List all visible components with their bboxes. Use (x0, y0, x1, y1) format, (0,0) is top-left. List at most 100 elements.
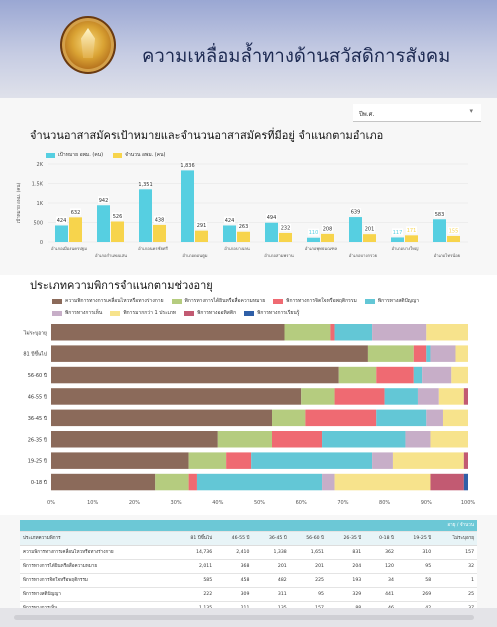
stacked-segment[interactable] (338, 366, 377, 384)
table-column-header[interactable]: 0-18 ปี (364, 531, 397, 546)
data-label-bg (182, 161, 193, 169)
stacked-segment[interactable] (430, 473, 464, 491)
table-cell: 585 (171, 573, 216, 588)
stacked-segment[interactable] (51, 345, 368, 362)
stacked-segment[interactable] (51, 452, 189, 469)
bar-target[interactable] (265, 222, 278, 242)
table-column-header[interactable]: 26-35 ปี (326, 531, 365, 546)
stacked-segment[interactable] (426, 345, 431, 362)
stacked-segment[interactable] (217, 431, 273, 448)
bar-target[interactable] (55, 225, 68, 242)
bar-target[interactable] (307, 237, 320, 242)
stacked-segment[interactable] (51, 431, 218, 448)
legend-item[interactable]: พิการทางสติปัญญา (364, 297, 419, 305)
stacked-segment[interactable] (305, 409, 377, 427)
legend-item[interactable]: พิการทางออทิสติก (184, 309, 236, 317)
horizontal-scrollbar[interactable] (14, 615, 474, 620)
stacked-segment[interactable] (284, 324, 331, 341)
legend-label: พิการทางการได้ยินหรือสื่อความหมาย (184, 298, 266, 304)
stacked-segment[interactable] (188, 473, 197, 491)
bar-target[interactable] (433, 219, 446, 242)
stacked-segment[interactable] (413, 366, 423, 384)
bar-actual[interactable] (111, 221, 124, 242)
stacked-segment[interactable] (51, 366, 339, 384)
bar-actual[interactable] (153, 224, 166, 242)
stacked-segment[interactable] (272, 431, 323, 448)
legend-item[interactable]: พิการทางการได้ยินหรือสื่อความหมาย (171, 297, 266, 305)
stacked-segment[interactable] (430, 431, 468, 448)
table-column-header[interactable]: 56-60 ปี (289, 531, 327, 546)
stacked-segment[interactable] (51, 324, 285, 341)
stacked-segment[interactable] (322, 431, 406, 448)
stacked-segment[interactable] (463, 452, 468, 469)
stacked-segment[interactable] (438, 388, 464, 405)
stacked-segment[interactable] (51, 409, 273, 427)
data-label-bg (56, 216, 67, 224)
table-column-header[interactable]: 19-25 ปี (396, 531, 435, 546)
bar-actual[interactable] (321, 233, 334, 242)
x-tick-label: 30% (171, 500, 182, 506)
table-cell: 1 (434, 573, 477, 588)
bar-actual[interactable] (237, 231, 250, 242)
stacked-segment[interactable] (463, 473, 468, 491)
stacked-segment[interactable] (463, 388, 468, 405)
stacked-segment[interactable] (330, 324, 335, 341)
stacked-segment[interactable] (384, 388, 418, 405)
stacked-segment[interactable] (322, 473, 335, 491)
stacked-segment[interactable] (413, 345, 427, 362)
stacked-segment[interactable] (51, 473, 156, 491)
stacked-segment[interactable] (426, 409, 443, 427)
stacked-segment[interactable] (430, 345, 456, 362)
stacked-segment[interactable] (372, 324, 427, 341)
legend-item[interactable]: พิการทางการเรียนรู้ (244, 309, 299, 317)
stacked-segment[interactable] (376, 409, 427, 427)
stacked-segment[interactable] (455, 345, 468, 362)
stacked-segment[interactable] (426, 324, 468, 341)
stacked-segment[interactable] (405, 431, 431, 448)
bar-target[interactable] (391, 237, 404, 242)
stacked-segment[interactable] (417, 388, 439, 405)
stacked-segment[interactable] (334, 473, 431, 491)
bar-actual[interactable] (447, 235, 460, 242)
legend-swatch (364, 298, 375, 304)
bar-actual[interactable] (363, 234, 376, 242)
stacked-segment[interactable] (422, 366, 452, 384)
stacked-segment[interactable] (155, 473, 189, 491)
legend-item[interactable]: พิการทางการจิตใจหรือพฤติกรรม (273, 297, 357, 305)
table-column-header[interactable]: 81 ปีขึ้นไป (171, 531, 216, 546)
bar-target[interactable] (97, 205, 110, 242)
stacked-segment[interactable] (372, 452, 393, 469)
legend-item[interactable]: ความพิการทางการเคลื่อนไหวหรือทางร่างกาย (52, 297, 164, 305)
stacked-segment[interactable] (301, 388, 335, 405)
stacked-segment[interactable] (251, 452, 373, 469)
bar-actual[interactable] (279, 232, 292, 242)
table-column-header[interactable]: ประเภทความพิการ (20, 531, 172, 546)
bar-target[interactable] (181, 170, 194, 242)
bar-target[interactable] (223, 225, 236, 242)
x-tick-label: อำเภอดอนตูม (182, 253, 207, 259)
table-column-header[interactable]: ไม่ระบุอายุ (434, 531, 477, 546)
table-column-header[interactable]: 46-55 ปี (215, 531, 253, 546)
stacked-segment[interactable] (367, 345, 414, 362)
stacked-segment[interactable] (272, 409, 306, 427)
legend-item[interactable]: พิการทางการเห็น (52, 309, 102, 317)
stacked-segment[interactable] (442, 409, 468, 427)
stacked-segment[interactable] (188, 452, 227, 469)
year-filter-dropdown[interactable]: ปีพ.ศ. ▾ (353, 104, 481, 122)
stacked-segment[interactable] (376, 366, 414, 384)
bar-actual[interactable] (195, 230, 208, 242)
stacked-segment[interactable] (451, 366, 468, 384)
stacked-segment[interactable] (226, 452, 252, 469)
stacked-segment[interactable] (392, 452, 464, 469)
bar-target[interactable] (349, 217, 362, 242)
stacked-segment[interactable] (334, 388, 385, 405)
stacked-segment[interactable] (334, 324, 373, 341)
stacked-segment[interactable] (196, 473, 323, 491)
stacked-segment[interactable] (51, 388, 302, 405)
table-cell: 225 (289, 573, 327, 588)
table-column-header[interactable]: 36-45 ปี (252, 531, 290, 546)
bar-actual[interactable] (69, 217, 82, 242)
legend-item[interactable]: พิการมากกว่า 1 ประเภท (110, 309, 176, 317)
bar-actual[interactable] (405, 235, 418, 242)
bar-target[interactable] (139, 189, 152, 242)
